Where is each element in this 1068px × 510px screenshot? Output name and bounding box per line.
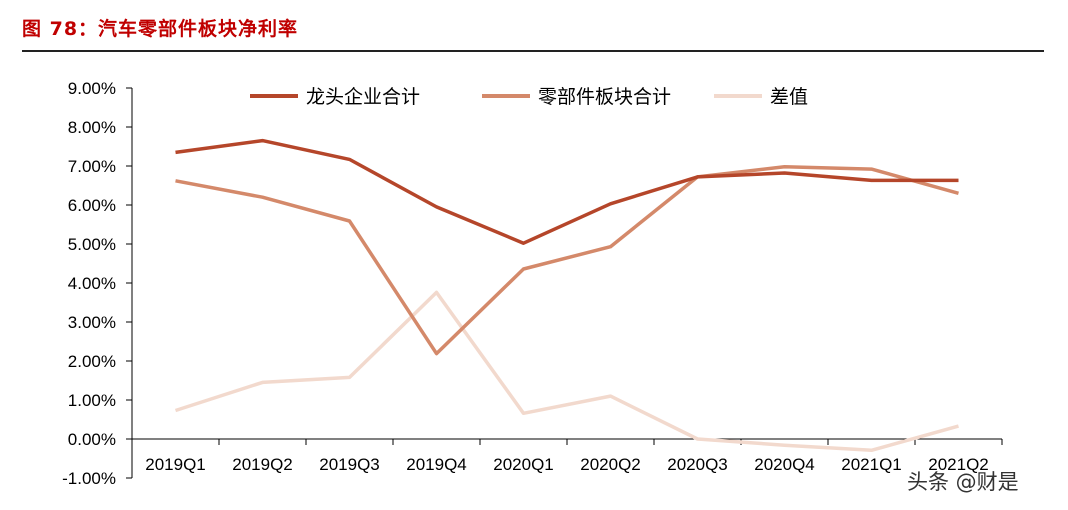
x-tick-label: 2020Q2 xyxy=(580,455,641,474)
y-tick-label: 3.00% xyxy=(68,313,116,332)
legend: 龙头企业合计 零部件板块合计 差值 xyxy=(250,86,808,108)
x-tick-label: 2019Q3 xyxy=(319,455,380,474)
x-tick-label: 2019Q1 xyxy=(145,455,206,474)
watermark-text: 头条 @财是 xyxy=(907,470,1019,494)
series-line-2 xyxy=(175,165,959,356)
x-tick-label: 2020Q4 xyxy=(754,455,815,474)
x-tick-label: 2020Q3 xyxy=(667,455,728,474)
axes: -1.00% 0.00% 1.00% 2.00% 3.00% 4.00% 5.00% 6.00… xyxy=(62,79,1003,488)
x-tick-label: 2019Q2 xyxy=(232,455,293,474)
y-tick-label: 7.00% xyxy=(68,157,116,176)
y-tick-label: 8.00% xyxy=(68,118,116,137)
y-tick-label: 9.00% xyxy=(68,79,116,98)
x-tick-label: 2020Q1 xyxy=(493,455,554,474)
y-tick-label: 5.00% xyxy=(68,235,116,254)
figure-title: 图 78：汽车零部件板块净利率 xyxy=(22,18,299,40)
y-tick-label: 6.00% xyxy=(68,196,116,215)
legend-label: 龙头企业合计 xyxy=(306,86,420,108)
series-line-1 xyxy=(175,138,959,245)
legend-label: 差值 xyxy=(770,86,808,108)
y-tick-label: -1.00% xyxy=(62,469,116,488)
series-line-3 xyxy=(174,290,959,453)
x-tick-label: 2021Q2 xyxy=(928,455,989,474)
series-lines xyxy=(174,138,959,453)
legend-label: 零部件板块合计 xyxy=(538,86,671,108)
y-tick-label: 1.00% xyxy=(68,391,116,410)
y-tick-label: 2.00% xyxy=(68,352,116,371)
y-tick-label: 0.00% xyxy=(68,430,116,449)
y-tick-label: 4.00% xyxy=(68,274,116,293)
x-tick-label: 2021Q1 xyxy=(841,455,902,474)
title-divider xyxy=(22,50,1044,52)
x-tick-label: 2019Q4 xyxy=(406,455,467,474)
